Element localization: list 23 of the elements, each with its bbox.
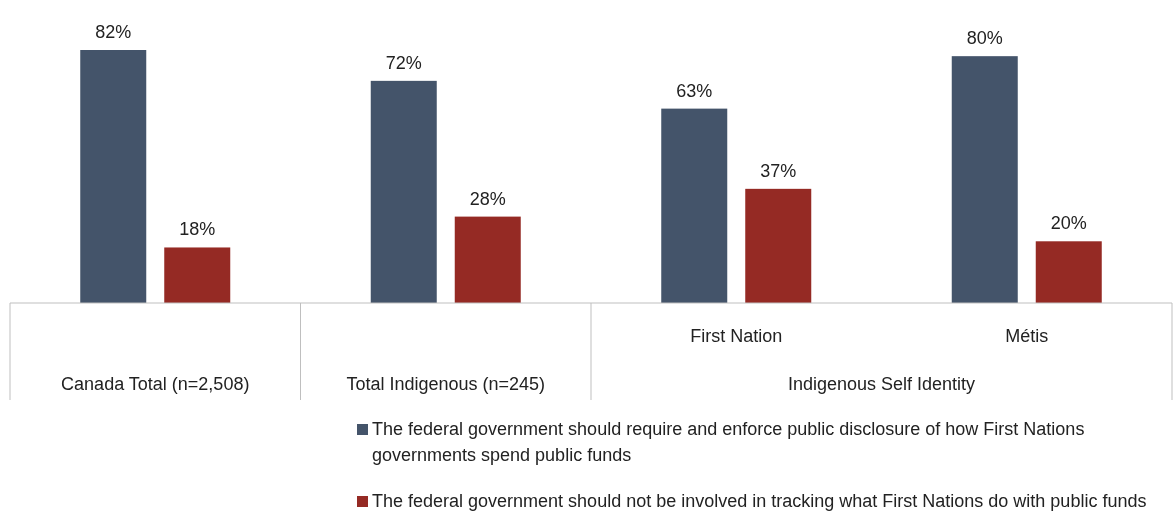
data-label: 37% <box>760 160 797 181</box>
bar <box>454 216 521 303</box>
data-label: 28% <box>469 188 506 209</box>
x-tick-label: Total Indigenous (n=245) <box>346 374 546 394</box>
data-label: 72% <box>385 52 422 73</box>
data-label: 63% <box>676 80 713 101</box>
bar <box>1035 241 1102 303</box>
data-label: 20% <box>1050 213 1087 234</box>
x-tick-label: Métis <box>1005 326 1049 346</box>
bar <box>661 108 728 303</box>
bar <box>951 56 1018 303</box>
bar <box>80 50 147 303</box>
bar <box>164 247 231 303</box>
legend-label: The federal government should not be involved in tracking what First Nations do with public funds <box>372 491 1147 511</box>
data-label: 18% <box>179 219 216 240</box>
bar <box>745 188 812 303</box>
legend-label: The federal government should require and enforce public disclosure of how First Nations governments spend public funds <box>372 419 1085 465</box>
bar <box>370 80 437 303</box>
data-label: 80% <box>966 28 1003 49</box>
x-tick-label: First Nation <box>690 326 783 346</box>
data-label: 82% <box>95 22 132 42</box>
x-tick-label: Canada Total (n=2,508) <box>61 374 250 394</box>
text: Indigenous Self Identity <box>787 374 976 394</box>
